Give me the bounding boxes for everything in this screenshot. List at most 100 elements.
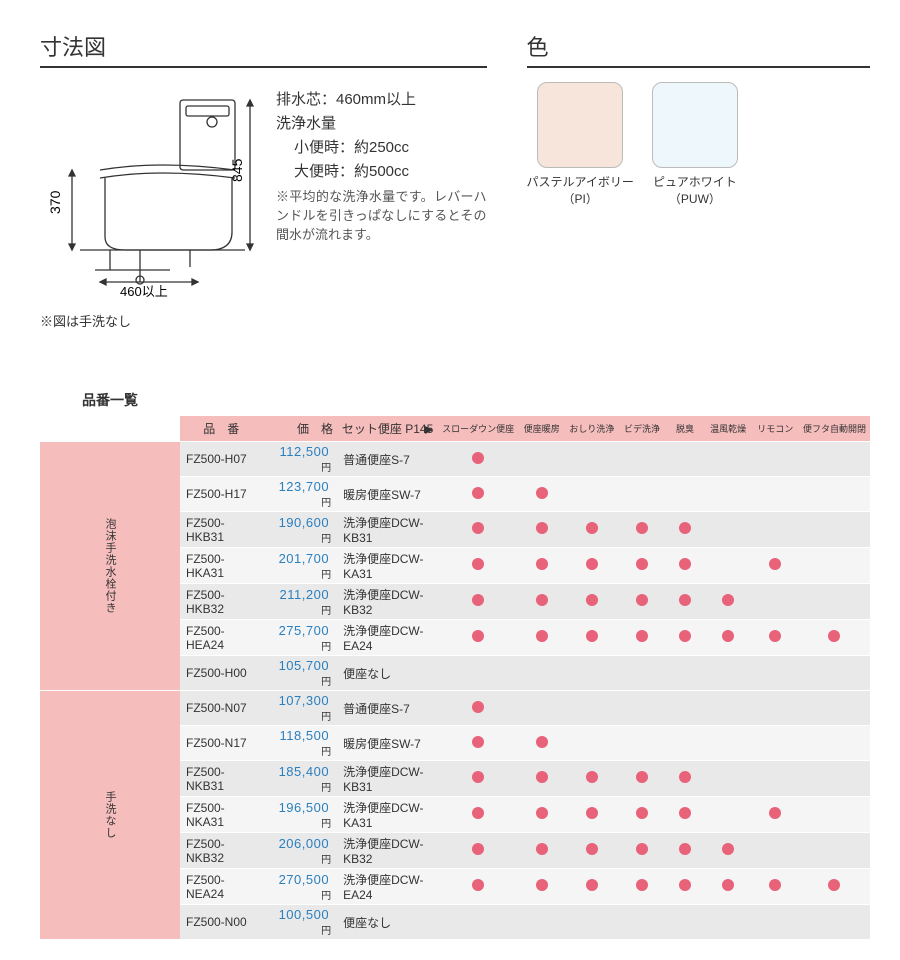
cell-feature [799,869,870,905]
cell-set: 暖房便座SW-7 [337,477,438,512]
feature-dot-icon [586,879,598,891]
cell-price: 185,400 円 [263,761,338,797]
cell-feature [438,691,518,726]
cell-feature [752,512,799,548]
cell-feature [752,656,799,691]
cell-feature [518,548,565,584]
cell-feature [752,797,799,833]
group-label: 泡沫手洗水栓付き [40,442,180,691]
feature-dot-icon [679,771,691,783]
table-row: 手洗なしFZ500-N07107,300 円普通便座S-7 [40,691,870,726]
cell-feature [799,726,870,761]
cell-set: 洗浄便座DCW-KB32 [337,584,438,620]
feature-dot-icon [769,879,781,891]
cell-model: FZ500-HKA31 [180,548,263,584]
cell-feature [799,833,870,869]
cell-feature [518,442,565,477]
cell-feature [438,584,518,620]
cell-feature [565,761,618,797]
cell-feature [618,442,665,477]
swatch-name: ピュアホワイト [653,174,737,191]
cell-feature [618,584,665,620]
feature-dot-icon [679,879,691,891]
cell-model: FZ500-HKB32 [180,584,263,620]
feature-dot-icon [828,879,840,891]
header-feature: 便座暖房 [518,416,565,442]
cell-model: FZ500-NKB32 [180,833,263,869]
cell-price: 211,200 円 [263,584,338,620]
cell-feature [666,761,705,797]
dim-460: 460以上 [120,284,168,299]
feature-dot-icon [722,594,734,606]
cell-feature [799,691,870,726]
feature-dot-icon [586,843,598,855]
cell-feature [565,726,618,761]
feature-dot-icon [472,736,484,748]
cell-feature [438,726,518,761]
cell-feature [565,833,618,869]
cell-feature [704,477,751,512]
cell-feature [704,548,751,584]
cell-feature [565,691,618,726]
cell-feature [704,656,751,691]
cell-feature [799,797,870,833]
header-feature: リモコン [752,416,799,442]
feature-dot-icon [679,558,691,570]
cell-feature [704,442,751,477]
cell-feature [704,797,751,833]
feature-dot-icon [536,807,548,819]
cell-feature [565,548,618,584]
cell-feature [666,869,705,905]
cell-feature [438,869,518,905]
cell-model: FZ500-H07 [180,442,263,477]
cell-feature [799,656,870,691]
feature-dot-icon [679,522,691,534]
feature-dot-icon [586,771,598,783]
cell-feature [438,656,518,691]
feature-dot-icon [828,630,840,642]
dim-845: 845 [229,158,245,182]
feature-dot-icon [536,771,548,783]
cell-feature [752,833,799,869]
feature-dot-icon [472,807,484,819]
feature-dot-icon [536,522,548,534]
dimensions-section: 寸法図 [40,30,487,330]
feature-dot-icon [679,807,691,819]
cell-feature [618,512,665,548]
cell-model: FZ500-HKB31 [180,512,263,548]
cell-feature [799,620,870,656]
cell-set: 洗浄便座DCW-EA24 [337,620,438,656]
header-feature: おしり洗浄 [565,416,618,442]
cell-model: FZ500-N17 [180,726,263,761]
cell-feature [565,620,618,656]
feature-dot-icon [636,843,648,855]
cell-feature [666,442,705,477]
cell-feature [438,905,518,940]
cell-feature [752,620,799,656]
color-swatches: パステルアイボリー（PI）ピュアホワイト（PUW） [527,82,870,208]
feature-dot-icon [722,879,734,891]
cell-price: 190,600 円 [263,512,338,548]
cell-feature [704,512,751,548]
cell-feature [518,477,565,512]
cell-feature [438,761,518,797]
feature-dot-icon [636,522,648,534]
dimension-drawing: 370 845 460以上 ※図は手洗なし [40,82,260,330]
cell-feature [666,548,705,584]
header-model: 品 番 [180,416,263,442]
cell-feature [704,869,751,905]
cell-set: 普通便座S-7 [337,442,438,477]
cell-feature [518,869,565,905]
cell-feature [565,442,618,477]
cell-feature [518,691,565,726]
cell-feature [438,477,518,512]
feature-dot-icon [472,594,484,606]
feature-dot-icon [722,630,734,642]
note-drain-center: 排水芯：460mm以上 [276,88,487,112]
cell-price: 100,500 円 [263,905,338,940]
cell-price: 275,700 円 [263,620,338,656]
arrow-icon [424,424,434,438]
cell-set: 便座なし [337,905,438,940]
cell-feature [752,869,799,905]
cell-feature [752,548,799,584]
